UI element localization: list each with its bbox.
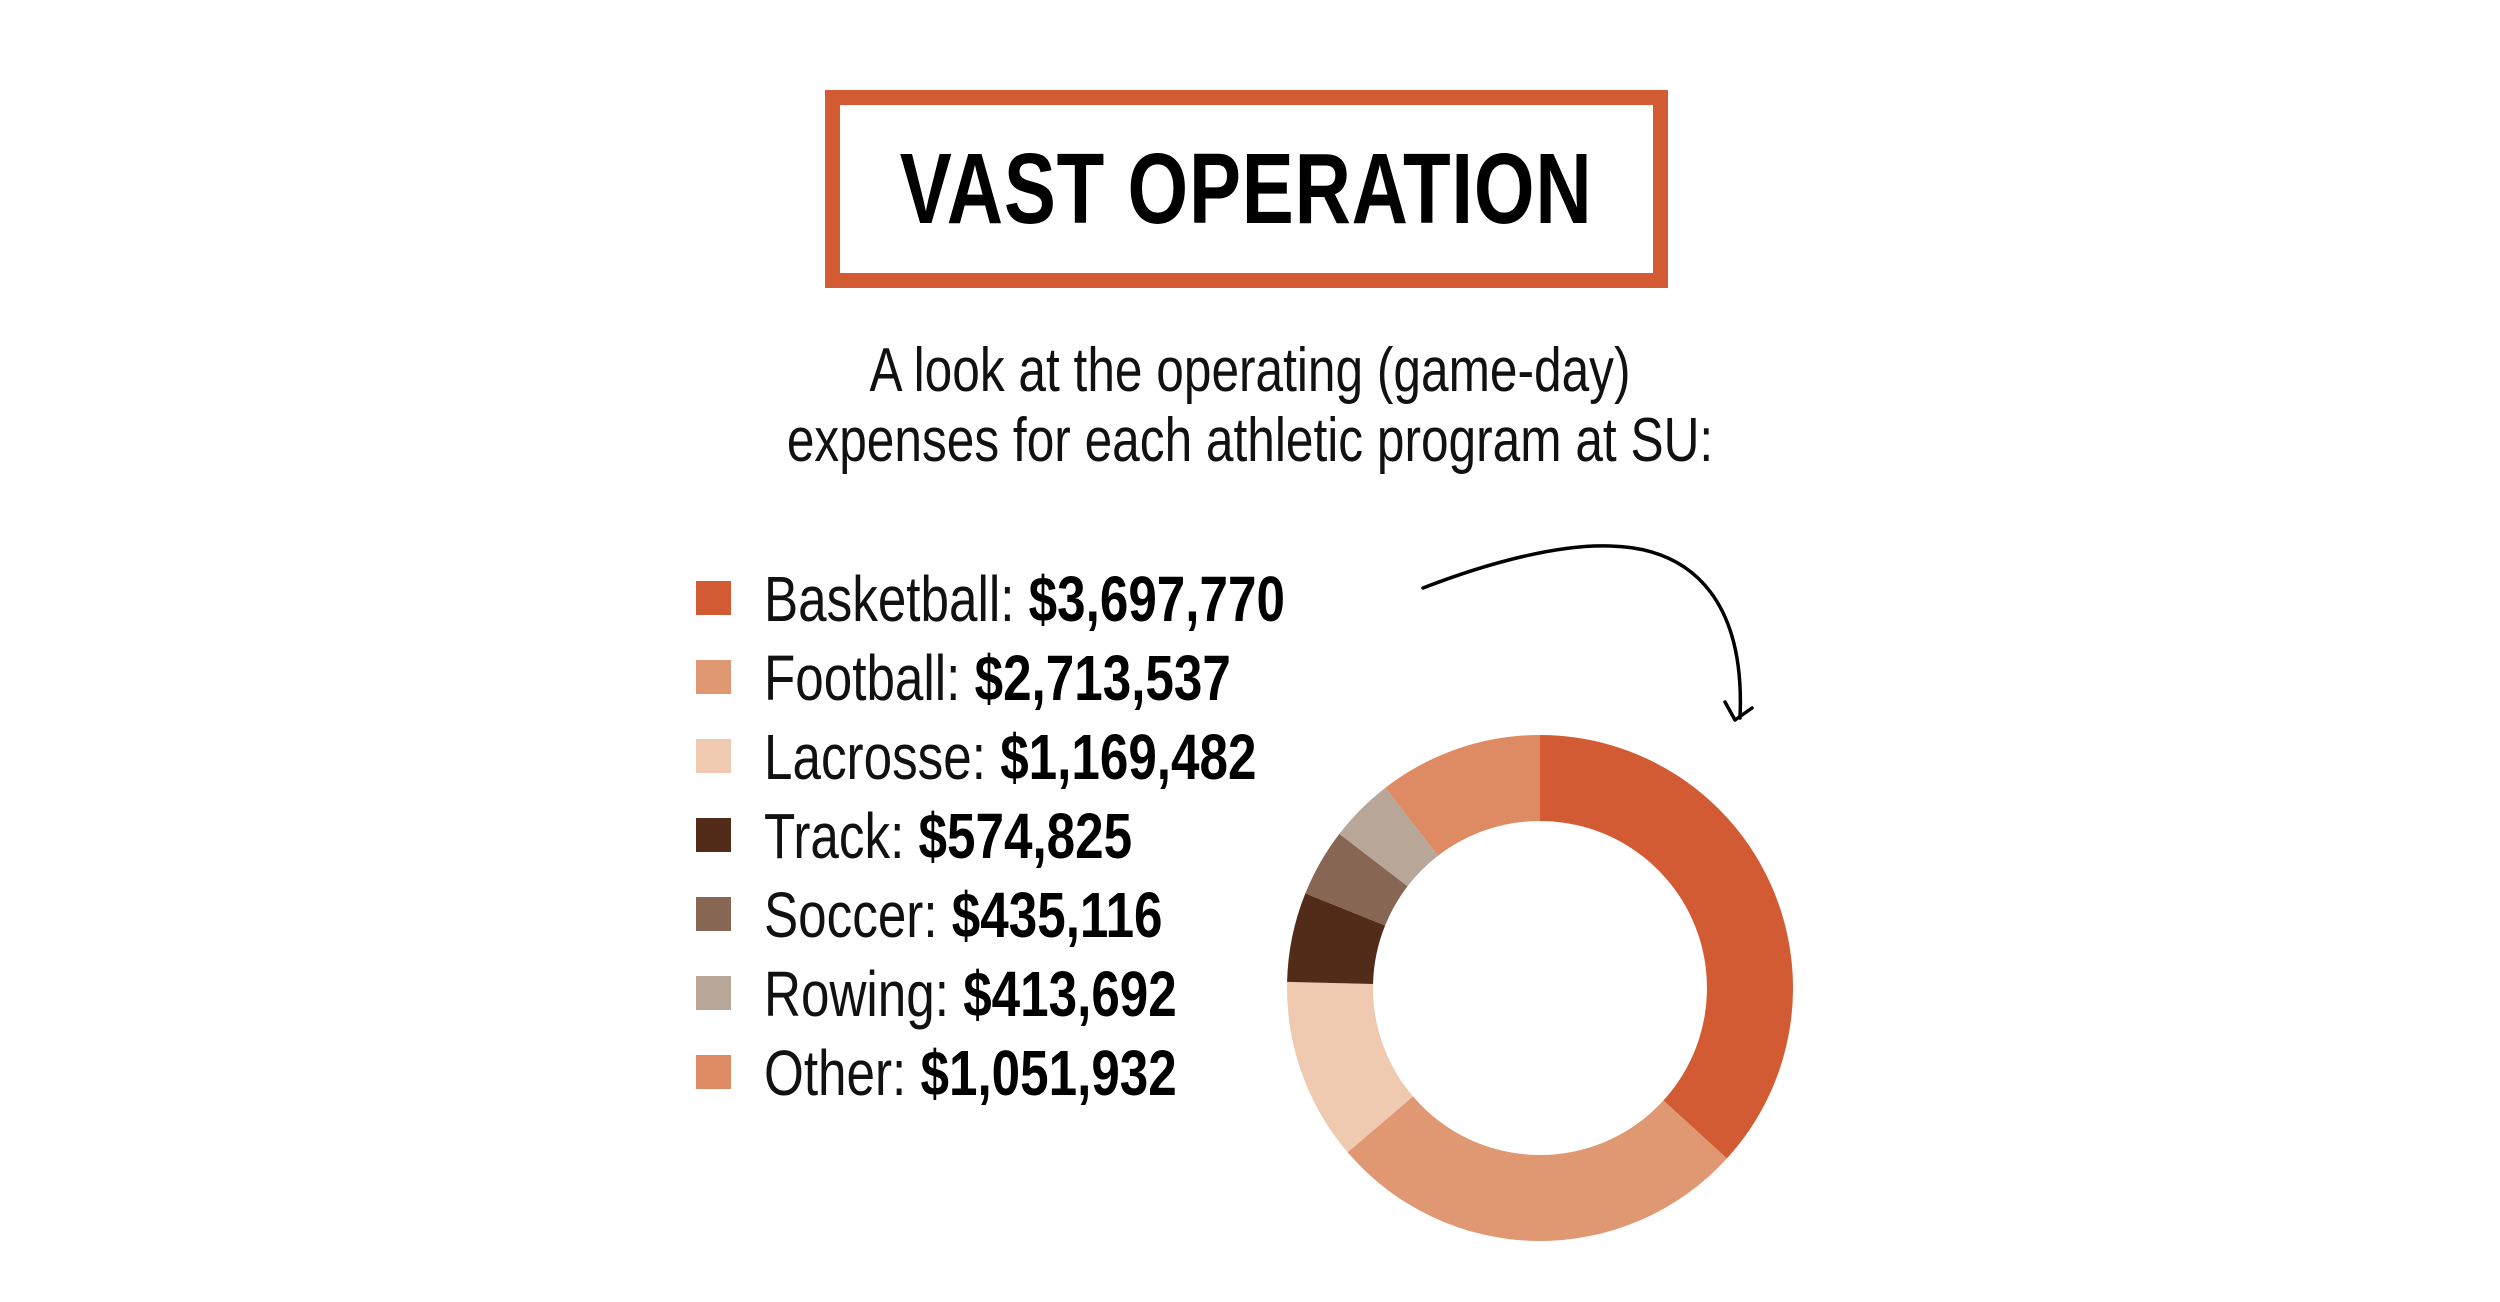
legend-swatch [696, 818, 731, 852]
donut-segment-other [1385, 735, 1540, 856]
chart-subtitle: A look at the operating (game-day) expen… [0, 336, 2500, 476]
legend-swatch [696, 581, 731, 615]
legend-swatch [696, 976, 731, 1010]
donut-segment-soccer [1305, 833, 1408, 926]
legend-value: $1,051,932 [920, 1037, 1177, 1109]
legend-label: Soccer: [764, 879, 938, 951]
legend-swatch [696, 739, 731, 773]
legend-value: $413,692 [963, 958, 1177, 1030]
legend-swatch [696, 660, 731, 694]
legend-label: Track: [764, 800, 905, 872]
legend-value: $3,697,770 [1028, 563, 1285, 635]
donut-segment-basketball [1540, 735, 1793, 1159]
legend-value: $1,169,482 [1000, 721, 1257, 793]
legend-swatch [696, 1055, 731, 1089]
legend-value: $2,713,537 [974, 642, 1231, 714]
title-frame: VAST OPERATION [825, 90, 1668, 288]
legend-swatch [696, 897, 731, 931]
donut-chart [1287, 735, 1793, 1241]
legend-label: Lacrosse: [764, 721, 986, 793]
curved-arrow-icon [1421, 544, 1754, 722]
donut-segment-lacrosse [1287, 981, 1413, 1153]
legend-label: Rowing: [764, 958, 949, 1030]
legend-value: $574,825 [918, 800, 1133, 872]
subtitle-line-2: expenses for each athletic program at SU… [786, 406, 1714, 475]
chart-title: VAST OPERATION [900, 133, 1593, 245]
legend-value: $435,116 [951, 879, 1163, 951]
donut-segment-football [1347, 1096, 1727, 1241]
donut-segment-track [1287, 893, 1386, 984]
legend-label: Other: [764, 1037, 907, 1109]
subtitle-line-1: A look at the operating (game-day) [869, 336, 1631, 405]
donut-segment-rowing [1339, 787, 1438, 887]
legend-label: Basketball: [764, 563, 1015, 635]
legend-label: Football: [764, 642, 961, 714]
